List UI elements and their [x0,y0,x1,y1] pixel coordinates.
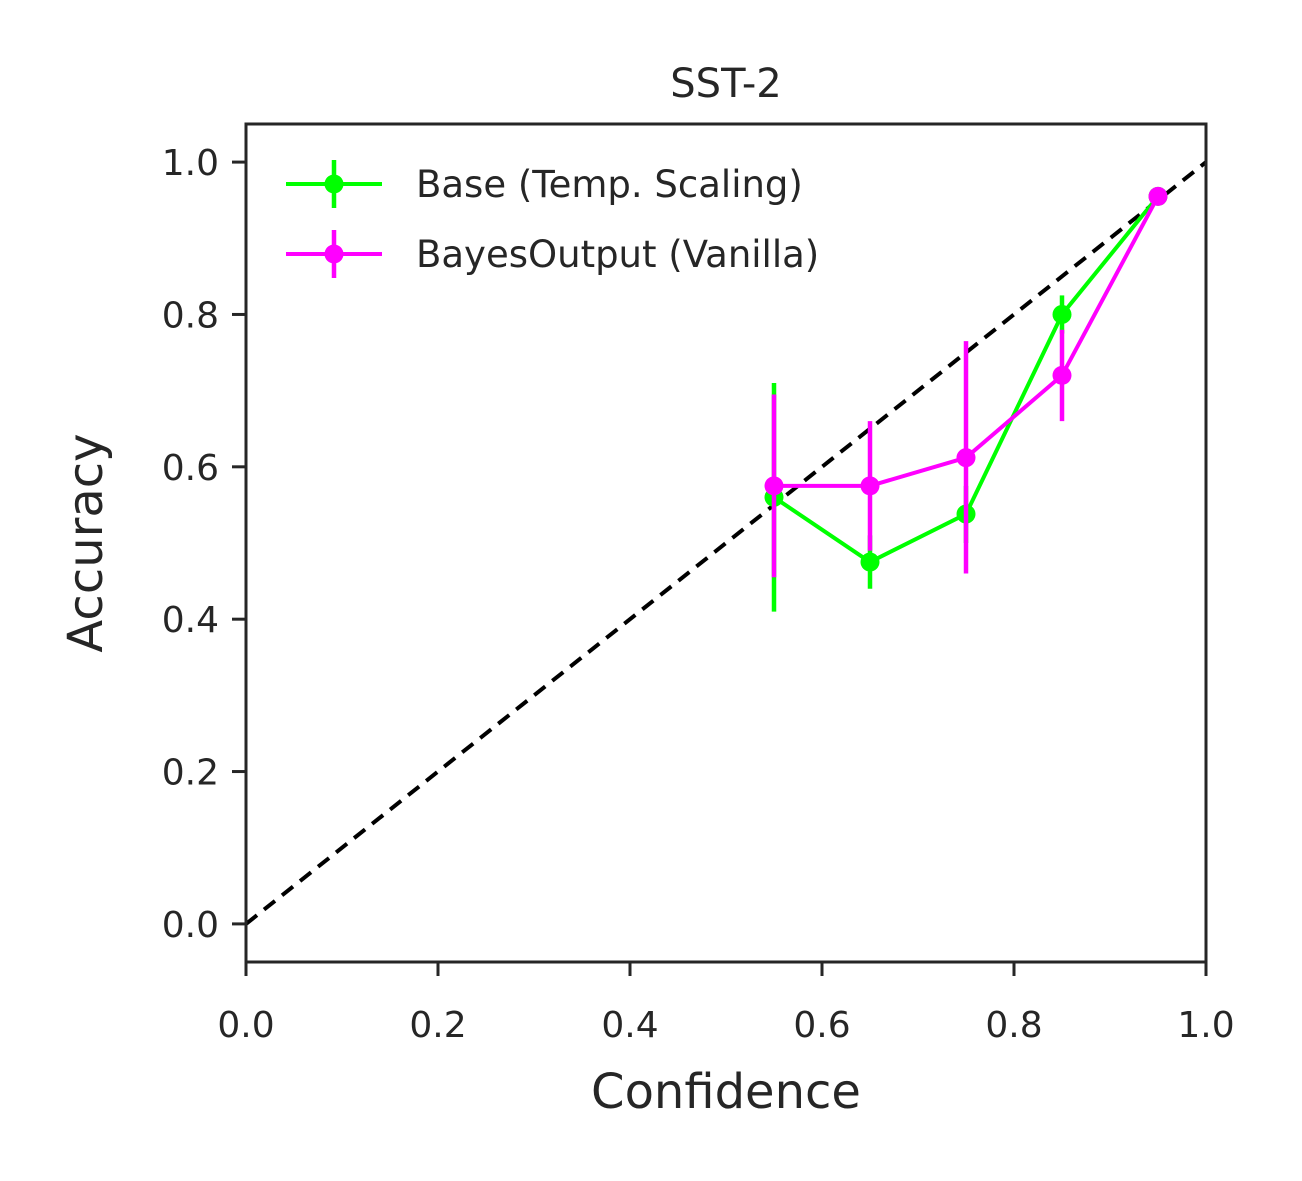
reference-diagonal-line [244,160,1208,926]
data-point [1052,365,1072,385]
data-point [1148,186,1168,206]
x-tick-label: 0.4 [601,1005,658,1046]
y-tick-label: 0.8 [162,295,219,336]
y-axis-label: Accuracy [58,433,114,652]
legend-label: Base (Temp. Scaling) [416,163,803,206]
y-tick-label: 0.6 [162,448,219,489]
legend-label: BayesOutput (Vanilla) [416,233,819,276]
y-tick-label: 0.0 [162,905,219,946]
data-point [1052,304,1072,324]
x-tick-label: 0.0 [217,1005,274,1046]
y-axis-ticks: 0.0 0.2 0.4 0.6 0.8 1.0 [162,143,246,946]
plot-area [244,160,1208,926]
x-tick-label: 1.0 [1177,1005,1234,1046]
x-axis-ticks: 0.0 0.2 0.4 0.6 0.8 1.0 [217,962,1235,1046]
data-point [860,552,880,572]
x-tick-label: 0.2 [409,1005,466,1046]
y-tick-label: 0.4 [162,600,219,641]
legend-item: Base (Temp. Scaling) [286,160,803,208]
x-axis-label: Confidence [591,1064,861,1120]
series-1 [764,186,1168,578]
y-tick-label: 0.2 [162,753,219,794]
data-point [956,448,976,468]
chart-title: SST-2 [670,61,781,107]
data-point [764,476,784,496]
x-tick-label: 0.8 [985,1005,1042,1046]
legend: Base (Temp. Scaling) BayesOutput (Vanilla… [286,160,819,278]
legend-marker [324,174,344,194]
legend-item: BayesOutput (Vanilla) [286,230,819,278]
axes-frame [244,122,1208,964]
legend-marker [324,244,344,264]
y-tick-label: 1.0 [162,143,219,184]
x-tick-label: 0.6 [793,1005,850,1046]
data-point [860,476,880,496]
